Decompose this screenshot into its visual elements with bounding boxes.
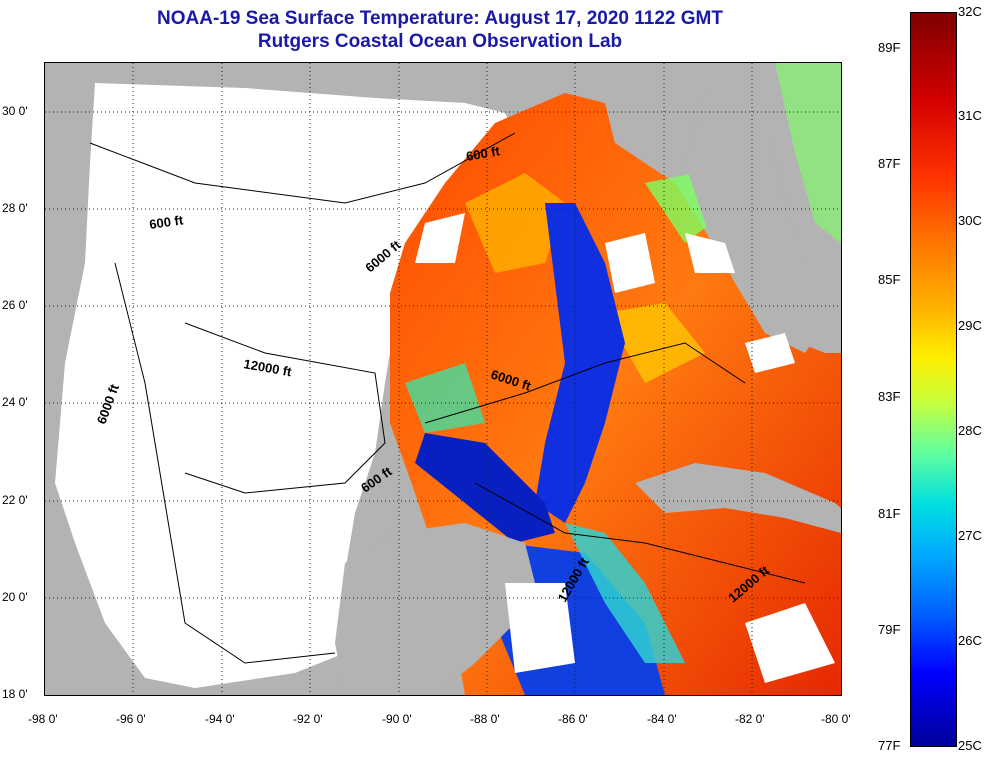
lon-tick: -96 0'	[116, 712, 146, 726]
colorbar-celsius-label: 29C	[958, 318, 982, 333]
florida-land	[685, 93, 825, 353]
lon-tick: -80 0'	[821, 712, 851, 726]
colorbar-celsius-label: 31C	[958, 108, 982, 123]
colorbar-celsius-label: 25C	[958, 738, 982, 753]
bathymetry-contours	[89, 132, 806, 664]
colorbar-fahrenheit-label: 85F	[878, 272, 901, 287]
lon-tick: -98 0'	[28, 712, 58, 726]
lat-tick: 30 0'	[2, 104, 28, 118]
map-subtitle: Rutgers Coastal Ocean Observation Lab	[257, 31, 623, 52]
colorbar-celsius-label: 30C	[958, 213, 982, 228]
lat-tick: 24 0'	[2, 395, 28, 409]
sst-map: 600 ft 600 ft 6000 ft 12000 ft 6000 ft 6…	[44, 62, 842, 696]
lat-tick: 22 0'	[2, 493, 28, 507]
lon-tick: -86 0'	[558, 712, 588, 726]
contour-label: 600 ft	[148, 212, 184, 232]
lat-tick: 18 0'	[2, 687, 28, 701]
cold-band	[535, 203, 625, 523]
temperature-colorbar	[910, 12, 957, 747]
colorbar-fahrenheit-label: 83F	[878, 389, 901, 404]
colorbar-celsius-label: 26C	[958, 633, 982, 648]
colorbar-fahrenheit-label: 81F	[878, 506, 901, 521]
colorbar-fahrenheit-label: 87F	[878, 156, 901, 171]
lon-tick: -82 0'	[735, 712, 765, 726]
colorbar-celsius-label: 27C	[958, 528, 982, 543]
colorbar-fahrenheit-label: 79F	[878, 622, 901, 637]
lon-tick: -88 0'	[470, 712, 500, 726]
map-title: NOAA-19 Sea Surface Temperature: August …	[157, 8, 723, 29]
yucatan-land	[335, 523, 535, 695]
lon-tick: -84 0'	[647, 712, 677, 726]
lon-tick: -90 0'	[382, 712, 412, 726]
lat-tick: 26 0'	[2, 298, 28, 312]
lat-tick: 28 0'	[2, 201, 28, 215]
cuba-land	[635, 463, 841, 533]
lat-lon-grid	[45, 63, 841, 695]
contour-label: 600 ft	[465, 143, 502, 164]
gulf-cloud-area	[55, 83, 515, 688]
colorbar-fahrenheit-label: 89F	[878, 40, 901, 55]
colorbar-celsius-label: 28C	[958, 423, 982, 438]
lon-tick: -94 0'	[205, 712, 235, 726]
colorbar-fahrenheit-label: 77F	[878, 738, 901, 753]
colorbar-celsius-label: 32C	[958, 4, 982, 19]
lon-tick: -92 0'	[293, 712, 323, 726]
lat-tick: 20 0'	[2, 590, 28, 604]
